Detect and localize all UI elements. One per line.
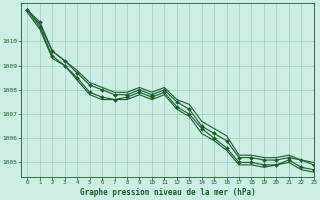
- X-axis label: Graphe pression niveau de la mer (hPa): Graphe pression niveau de la mer (hPa): [80, 188, 255, 197]
